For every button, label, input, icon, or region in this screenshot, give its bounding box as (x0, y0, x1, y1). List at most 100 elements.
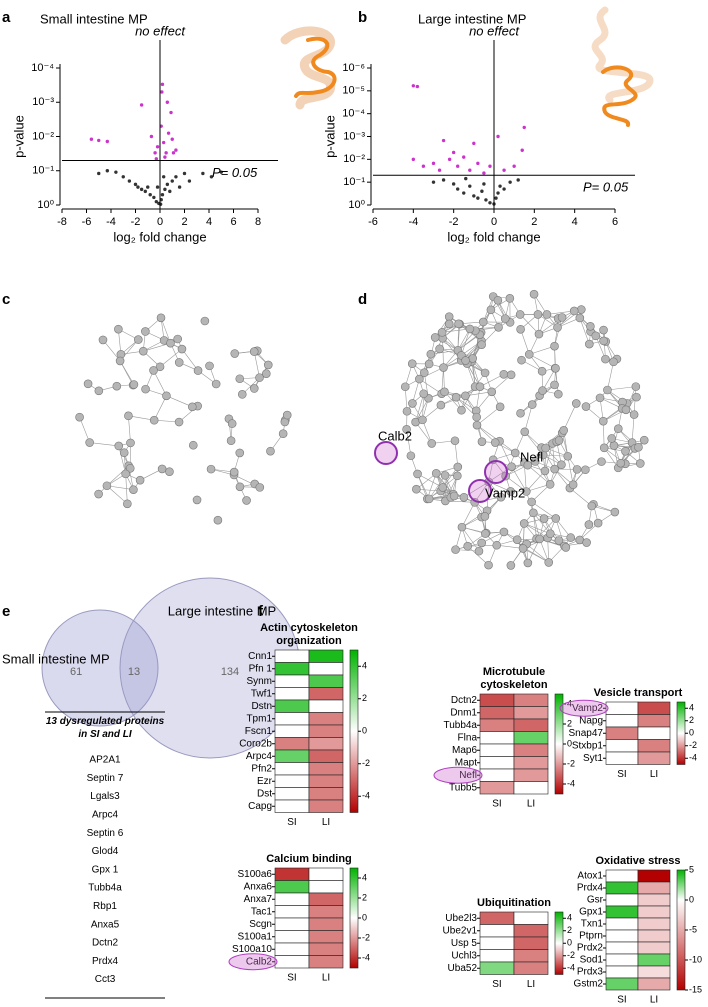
network-node (451, 392, 461, 402)
heatmap-cell (605, 714, 639, 728)
network-edge (160, 317, 171, 344)
network-node (98, 335, 108, 345)
y-tick-label: 10⁻⁴ (342, 108, 365, 120)
data-point (163, 155, 167, 159)
network-node (566, 533, 576, 542)
heatmap-cell (513, 693, 549, 707)
network-node (538, 386, 547, 395)
data-point (169, 110, 173, 115)
heatmap-cell (479, 731, 515, 745)
network-node (515, 310, 525, 319)
network-node (537, 366, 547, 376)
heatmap-cell (513, 781, 549, 795)
data-point (464, 176, 468, 181)
network-node (559, 426, 568, 435)
network-node (506, 487, 515, 496)
network-edge (442, 338, 444, 368)
network-node (561, 543, 571, 552)
network-node (472, 412, 481, 422)
network-edge (406, 429, 412, 456)
network-node (211, 379, 221, 389)
x-tick-label: -6 (82, 216, 92, 228)
heatmap-title-box: Vesicle transport (594, 687, 683, 699)
row-label: Anxa7 (244, 894, 273, 905)
network-node (114, 441, 124, 451)
network-edge (555, 368, 559, 395)
column-label: SI (492, 799, 501, 810)
network-node (572, 465, 582, 474)
network-node (520, 427, 530, 437)
network-node (227, 419, 237, 428)
network-node (480, 512, 490, 521)
data-point (484, 198, 488, 202)
network-edge (442, 328, 470, 333)
network-node (112, 381, 122, 391)
network-node (242, 496, 251, 505)
network-edge (488, 466, 512, 483)
network-node (249, 347, 259, 356)
heatmap-cell (605, 869, 639, 883)
network-node (436, 400, 446, 410)
network-node (427, 439, 437, 448)
network-node (263, 360, 273, 370)
row-label: Dst (257, 788, 272, 799)
data-point (468, 168, 472, 172)
network-edge (159, 348, 183, 367)
network-node (406, 451, 416, 461)
x-axis-label: log₂ fold change (113, 229, 206, 244)
network-edge (529, 345, 555, 355)
network-node (94, 489, 103, 499)
data-point (431, 161, 436, 166)
colorbar-tick-label: -4 (567, 778, 575, 788)
data-point (165, 182, 170, 187)
network-node (126, 438, 135, 448)
row-label: Tac1 (251, 906, 273, 917)
row-label: S100a1 (238, 931, 273, 942)
heatmap-title: Calcium binding (266, 853, 352, 865)
data-point (155, 185, 160, 189)
network-node (266, 446, 275, 456)
network-edge (544, 443, 553, 471)
row-label: Mapt (455, 757, 477, 768)
network-node (278, 429, 288, 439)
network-node (444, 312, 454, 321)
row-label: Gsr (587, 895, 604, 906)
x-tick-label: 2 (181, 216, 187, 228)
colorbar-tick-label: 0 (362, 912, 367, 922)
network-node (402, 425, 411, 434)
network-node (540, 466, 550, 476)
network-node (550, 341, 559, 351)
network-edge (520, 329, 530, 355)
network-node (255, 483, 265, 492)
network-edge (563, 403, 577, 431)
network-node (601, 354, 610, 364)
data-point (476, 161, 480, 166)
network-edge (419, 367, 444, 380)
network-node (518, 544, 528, 553)
data-point (496, 191, 500, 195)
x-tick-label: -8 (57, 216, 67, 228)
heatmap-cell (308, 649, 344, 663)
heatmap-cell (637, 869, 671, 883)
data-point (146, 185, 150, 189)
network-edge (454, 440, 459, 468)
network-node (249, 384, 259, 393)
network-node (584, 520, 594, 529)
y-tick-label: 10⁻³ (32, 96, 54, 108)
network-node (610, 507, 620, 517)
column-label: LI (527, 799, 535, 810)
network-node (609, 441, 619, 450)
network-node (494, 322, 503, 332)
panel-letter: f (258, 603, 264, 620)
colorbar-tick-label: -2 (567, 950, 575, 960)
heatmap-title-box: Ubiquitination (477, 897, 551, 909)
network-node (569, 306, 579, 316)
heatmap-cell (274, 917, 310, 931)
data-point (441, 138, 446, 143)
protein-name: Gpx 1 (92, 864, 119, 875)
venn-circle (41, 609, 159, 727)
network-node (468, 354, 477, 363)
network-node (575, 313, 585, 323)
panel-letter: d (358, 291, 367, 308)
heatmap-cell (605, 977, 639, 991)
